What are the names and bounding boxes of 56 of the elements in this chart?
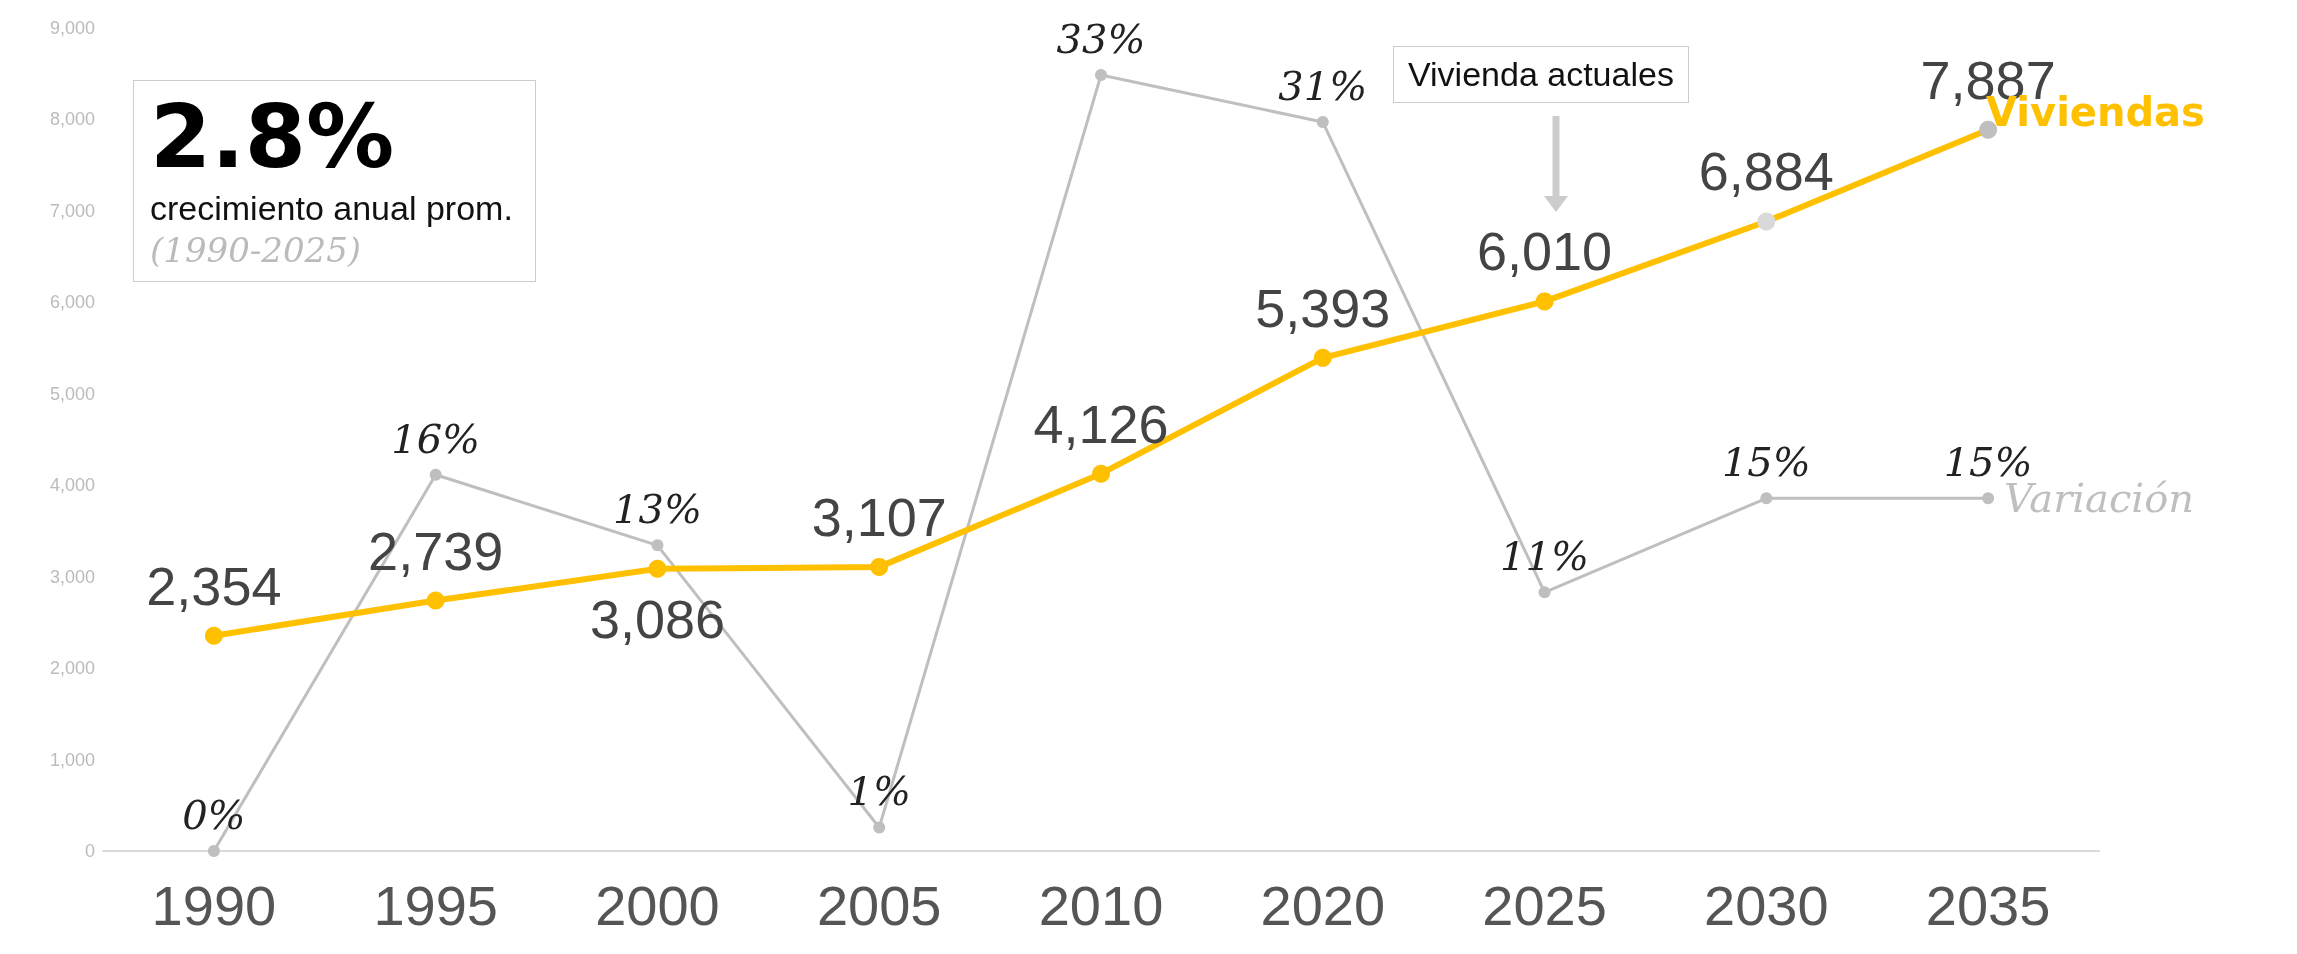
- point: [1760, 492, 1773, 505]
- point: [429, 468, 442, 481]
- data-label: 16%: [391, 415, 481, 462]
- point: [870, 557, 889, 576]
- data-label: 4,126: [1033, 393, 1169, 454]
- data-label: 2,739: [368, 520, 504, 581]
- x-tick-label: 2030: [1704, 873, 1829, 937]
- y-tick-label: 7,000: [49, 200, 95, 221]
- point: [1092, 464, 1110, 483]
- y-tick-label: 1,000: [49, 749, 95, 770]
- point: [1757, 212, 1776, 231]
- point: [651, 539, 664, 552]
- y-tick-label: 5,000: [49, 383, 95, 404]
- x-tick-label: 2025: [1482, 873, 1607, 937]
- data-label: 1%: [847, 768, 911, 815]
- data-label: 5,393: [1255, 277, 1391, 338]
- x-tick-label: 2020: [1260, 873, 1386, 937]
- point: [1313, 348, 1332, 367]
- point: [207, 845, 220, 857]
- annotation: 2.8%: [150, 85, 396, 188]
- data-label: 6,010: [1476, 221, 1613, 282]
- point: [1535, 292, 1554, 311]
- x-tick-label: 1995: [373, 873, 498, 937]
- point: [1538, 586, 1551, 599]
- point: [1095, 69, 1107, 82]
- x-tick-label: 1990: [151, 873, 277, 937]
- data-label: 3,086: [589, 588, 726, 649]
- x-tick-label: 2010: [1038, 873, 1164, 937]
- point: [426, 591, 445, 610]
- annotation: Vivienda actuales: [1393, 46, 1689, 103]
- y-tick-label: 4,000: [49, 475, 95, 496]
- data-label: 2,354: [146, 555, 282, 616]
- data-label: 0%: [182, 792, 246, 838]
- data-label: 31%: [1278, 63, 1368, 110]
- point: [648, 559, 667, 578]
- y-tick-label: 2,000: [49, 658, 95, 679]
- x-tick-label: 2000: [595, 873, 720, 937]
- y-tick-label: 8,000: [49, 109, 95, 130]
- annotation: crecimiento anual prom.: [150, 188, 513, 229]
- y-tick-label: 3,000: [49, 566, 95, 587]
- point: [873, 821, 886, 834]
- data-label: 11%: [1500, 533, 1590, 580]
- x-tick-label: 2005: [816, 873, 942, 937]
- data-label: 15%: [1721, 439, 1811, 486]
- data-label: 3,107: [811, 486, 947, 547]
- annotation: (1990-2025): [150, 229, 363, 271]
- y-tick-label: 9,000: [49, 18, 95, 38]
- data-label: 33%: [1056, 16, 1146, 63]
- point: [204, 626, 223, 645]
- data-label: 13%: [612, 486, 702, 533]
- y-tick-label: 0: [84, 841, 95, 861]
- y-tick-label: 6,000: [49, 292, 95, 313]
- point: [1316, 116, 1329, 129]
- point: [1982, 492, 1995, 505]
- x-tick-label: 2035: [1925, 873, 2051, 937]
- data-label: 6,884: [1698, 141, 1834, 202]
